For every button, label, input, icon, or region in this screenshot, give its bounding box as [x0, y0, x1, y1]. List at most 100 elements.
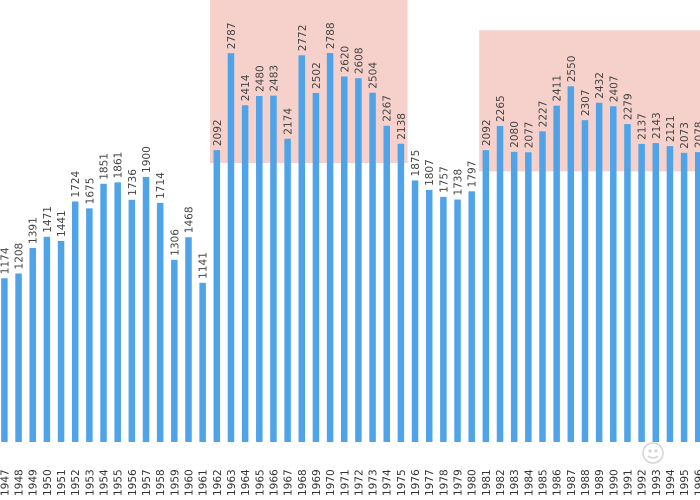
data-label-1976: 1875: [410, 150, 422, 177]
data-label-1950: 1471: [42, 206, 54, 233]
tick-label-1981: 1981: [481, 469, 493, 496]
data-label-1954: 1851: [99, 153, 111, 180]
bar-1979: [454, 199, 461, 442]
bar-1955: [114, 182, 121, 442]
data-label-1982: 2265: [495, 95, 507, 122]
bar-1994: [666, 146, 674, 443]
bar-1967: [284, 138, 291, 443]
tick-label-1979: 1979: [453, 469, 465, 496]
data-label-1952: 1724: [70, 170, 82, 197]
tick-label-1954: 1954: [99, 469, 111, 496]
data-label-1957: 1900: [141, 146, 153, 173]
data-label-1988: 2307: [580, 89, 592, 116]
data-label-1991: 2279: [622, 93, 634, 120]
watermark-logo-icon: [642, 442, 664, 464]
data-label-1964: 2414: [240, 74, 252, 101]
tick-label-1961: 1961: [198, 469, 210, 496]
data-labels: 1030117412081391147114411724167518511861…: [0, 22, 700, 278]
bar-1956: [128, 199, 136, 442]
bar-1974: [383, 125, 390, 442]
bar-1949: [29, 247, 36, 442]
bar-1983: [510, 151, 518, 442]
data-label-1967: 2174: [283, 108, 295, 135]
highlight-region-2: [479, 30, 700, 172]
bar-1973: [369, 92, 376, 442]
data-label-1948: 1208: [14, 243, 26, 270]
tick-label-1994: 1994: [665, 469, 677, 496]
bar-1954: [100, 183, 107, 442]
data-label-1956: 1736: [127, 169, 139, 196]
tick-label-1957: 1957: [141, 469, 153, 496]
tick-label-1987: 1987: [566, 469, 578, 496]
data-label-1970: 2788: [325, 22, 337, 49]
bar-1958: [156, 202, 164, 442]
bar-1992: [638, 143, 645, 443]
bar-1964: [241, 105, 249, 442]
data-label-1971: 2620: [339, 46, 351, 73]
data-label-1995: 2073: [679, 122, 691, 149]
bar-1995: [680, 152, 688, 442]
tick-label-1991: 1991: [622, 469, 634, 496]
x-axis-tick-labels: 1946194719481949195019511952195319541955…: [0, 469, 700, 496]
data-label-1968: 2772: [297, 25, 309, 52]
bar-1971: [341, 76, 348, 442]
data-label-1975: 2138: [396, 113, 408, 140]
tick-label-1950: 1950: [42, 469, 54, 496]
tick-label-1969: 1969: [311, 469, 323, 496]
data-label-1994: 2121: [665, 115, 677, 142]
data-label-1963: 2787: [226, 22, 238, 49]
data-label-1980: 1797: [467, 161, 479, 188]
data-label-1962: 2092: [212, 119, 224, 146]
tick-label-1963: 1963: [226, 469, 238, 496]
bar-1984: [525, 152, 532, 443]
bar-1957: [142, 176, 150, 442]
bar-1950: [43, 236, 51, 442]
tick-label-1976: 1976: [410, 469, 422, 496]
tick-label-1984: 1984: [523, 469, 535, 496]
data-label-1996: 2078: [693, 121, 700, 148]
data-label-1978: 1757: [438, 166, 450, 193]
tick-label-1970: 1970: [325, 469, 337, 496]
bar-1961: [199, 282, 206, 442]
bar-1947: [1, 278, 8, 442]
tick-label-1958: 1958: [155, 469, 167, 496]
tick-label-1985: 1985: [537, 469, 549, 496]
data-label-1992: 2137: [637, 113, 649, 140]
tick-label-1951: 1951: [56, 469, 68, 496]
tick-label-1978: 1978: [438, 469, 450, 496]
bar-1960: [185, 237, 192, 442]
data-label-1983: 2080: [509, 121, 521, 148]
data-label-1974: 2267: [382, 95, 394, 122]
tick-label-1972: 1972: [353, 469, 365, 496]
bar-1975: [397, 143, 405, 442]
bar-1978: [440, 196, 447, 442]
data-label-1955: 1861: [113, 152, 125, 179]
bar-1953: [86, 208, 93, 442]
tick-label-1992: 1992: [637, 469, 649, 496]
bar-1972: [355, 78, 362, 443]
tick-label-1993: 1993: [651, 469, 663, 496]
tick-label-1949: 1949: [28, 469, 40, 496]
bar-1986: [553, 105, 560, 442]
tick-label-1968: 1968: [297, 469, 309, 496]
data-label-1949: 1391: [28, 217, 40, 244]
tick-label-1983: 1983: [509, 469, 521, 496]
data-label-1986: 2411: [552, 75, 564, 102]
data-label-1981: 2092: [481, 119, 493, 146]
tick-label-1990: 1990: [608, 469, 620, 496]
data-label-1965: 2480: [254, 65, 266, 92]
bar-1993: [652, 143, 660, 442]
bar-1985: [539, 131, 546, 442]
tick-label-1971: 1971: [339, 469, 351, 496]
bar-1991: [624, 124, 631, 442]
data-label-1966: 2483: [268, 65, 280, 92]
tick-label-1982: 1982: [495, 469, 507, 496]
bar-1969: [312, 92, 320, 442]
data-label-1960: 1468: [183, 206, 195, 233]
data-label-1979: 1738: [453, 169, 465, 196]
tick-label-1986: 1986: [552, 469, 564, 496]
bar-1982: [496, 126, 504, 442]
data-label-1977: 1807: [424, 159, 436, 186]
bar-1962: [213, 150, 221, 442]
tick-label-1948: 1948: [14, 469, 26, 496]
